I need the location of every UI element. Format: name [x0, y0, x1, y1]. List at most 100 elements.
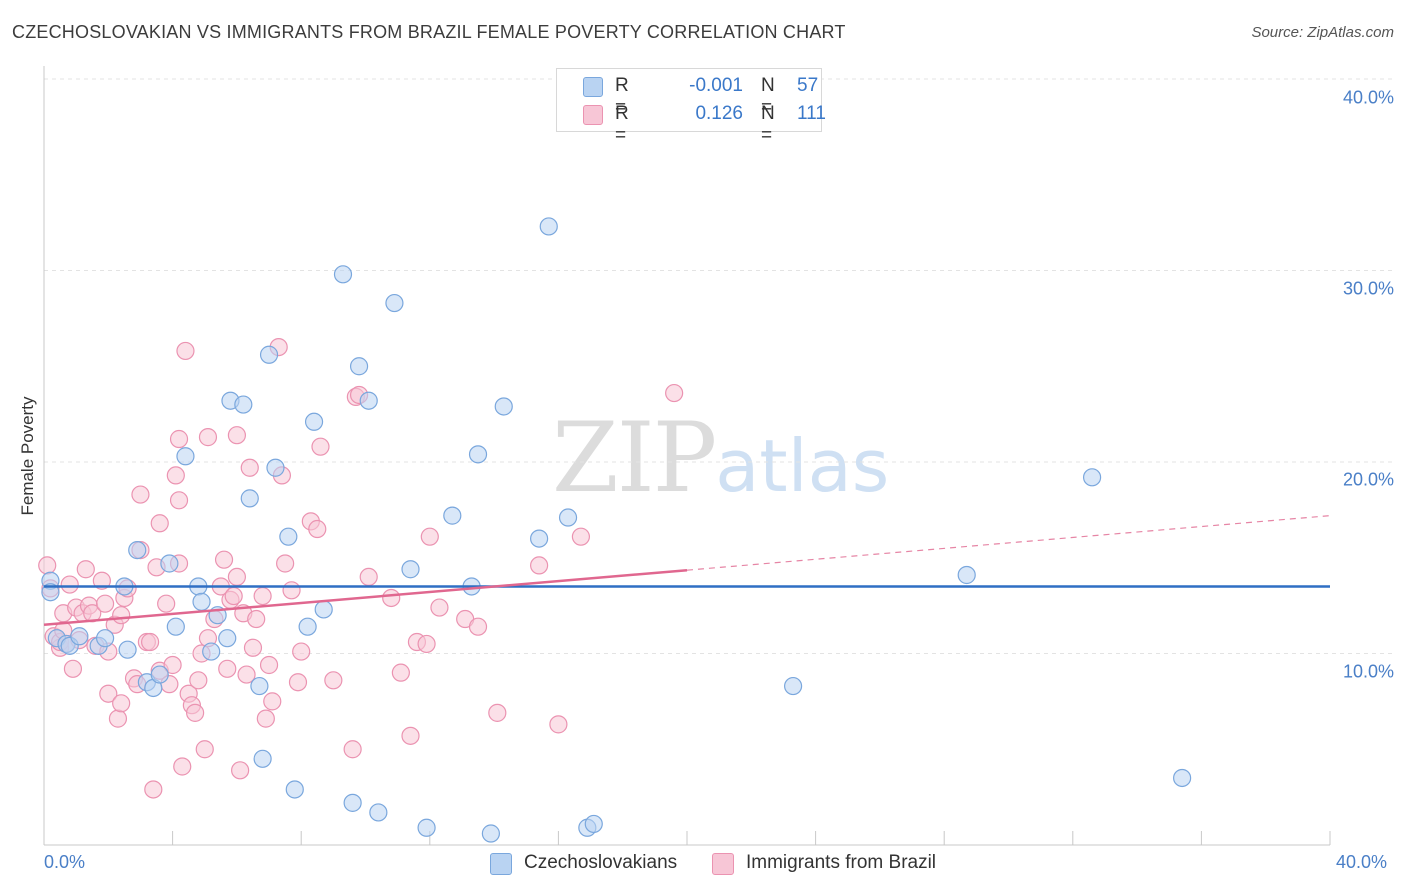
czech-point — [443, 506, 462, 525]
brazil-swatch — [583, 105, 603, 125]
czech-legend-swatch — [490, 853, 512, 875]
czech-point — [385, 293, 404, 313]
brazil-point — [292, 642, 311, 661]
brazil-legend-swatch — [712, 853, 734, 875]
brazil-point — [237, 665, 256, 684]
y-tick-label: 30.0% — [1342, 278, 1394, 299]
brazil-point — [214, 550, 234, 569]
brazil-point — [382, 588, 401, 608]
legend-r-label: R = — [615, 75, 629, 118]
chart-title: CZECHOSLOVAKIAN VS IMMIGRANTS FROM BRAZI… — [12, 22, 846, 42]
brazil-point — [99, 684, 118, 703]
czech-point — [530, 529, 549, 548]
trend-layer — [43, 515, 1331, 627]
czech-point — [240, 489, 259, 508]
watermark-atlas: atlas — [715, 424, 890, 508]
brazil-point — [176, 341, 195, 361]
brazil-point — [359, 567, 378, 587]
czech-point — [349, 357, 369, 376]
brazil-point — [224, 586, 243, 606]
czech-point — [369, 803, 388, 822]
brazil-point — [282, 581, 301, 600]
czech-points — [41, 217, 1192, 843]
axis-layer — [43, 66, 1331, 846]
brazil-trendline-dashed — [686, 515, 1331, 571]
brazil-point — [150, 514, 169, 533]
brazil-point — [571, 527, 591, 546]
brazil-point — [324, 671, 343, 690]
brazil-point — [227, 426, 246, 445]
brazil-point — [243, 638, 263, 657]
brazil-point — [256, 709, 275, 728]
watermark-zip: ZIP — [552, 402, 717, 514]
brazil-point — [157, 594, 176, 613]
brazil-point — [195, 740, 214, 759]
grid-layer — [44, 78, 1394, 654]
czech-point — [468, 445, 488, 464]
brazil-point — [247, 609, 266, 629]
czech-point — [70, 627, 89, 646]
brazil-point — [166, 466, 185, 485]
czech-point — [192, 592, 211, 611]
brazil-point — [198, 428, 218, 447]
czech-point — [95, 629, 115, 648]
brazil-point — [549, 715, 568, 734]
czech-point — [266, 458, 285, 477]
series-legend: Czechoslovakians Immigrants from Brazil — [0, 852, 1406, 878]
y-tick-label: 10.0% — [1342, 661, 1394, 682]
czech-point — [539, 217, 558, 236]
legend-n-label: N = — [761, 103, 775, 146]
brazil-point — [186, 703, 205, 722]
brazil-point — [227, 567, 246, 587]
brazil-point — [253, 586, 272, 606]
czech-point — [150, 665, 169, 684]
czech-point — [359, 391, 378, 410]
brazil-point — [417, 634, 436, 654]
brazil-point — [144, 780, 163, 799]
czech-point — [558, 508, 578, 527]
brazil-point — [140, 632, 160, 652]
czech-point — [176, 447, 195, 466]
brazil-point — [665, 383, 684, 403]
brazil-trendline-solid — [43, 568, 688, 627]
chart-source: Source: ZipAtlas.com — [1251, 24, 1394, 41]
brazil-point — [308, 519, 327, 539]
czech-point — [128, 540, 147, 560]
czech-point — [250, 676, 269, 696]
legend-label: Czechoslovakians — [524, 852, 678, 873]
brazil-point — [60, 575, 79, 594]
czech-point — [259, 345, 279, 364]
czech-point — [41, 583, 60, 602]
brazil-point — [95, 594, 115, 613]
czech-point — [333, 265, 353, 284]
y-tick-label: 20.0% — [1342, 469, 1394, 490]
brazil-point — [108, 709, 128, 728]
brazil-point — [189, 671, 208, 690]
czech-point — [298, 617, 317, 636]
czech-point — [118, 640, 137, 659]
legend-r-value: -0.001 — [689, 75, 743, 96]
brazil-point — [420, 527, 439, 546]
brazil-points — [38, 338, 684, 799]
legend-n-value: 111 — [797, 103, 826, 124]
czech-point — [584, 814, 603, 834]
brazil-point — [240, 458, 259, 477]
brazil-point — [276, 554, 295, 573]
brazil-point — [112, 694, 131, 713]
brazil-point — [259, 655, 279, 675]
brazil-point — [468, 617, 488, 636]
czech-point — [218, 629, 237, 648]
watermark: ZIPatlas — [552, 402, 889, 514]
brazil-point — [218, 659, 237, 678]
czech-point — [202, 642, 221, 661]
brazil-point — [430, 598, 449, 617]
legend-n-value: 57 — [797, 75, 819, 96]
czech-point — [401, 560, 420, 579]
brazil-point — [231, 761, 250, 780]
legend-n-label: N = — [761, 75, 775, 118]
czech-point — [957, 565, 976, 585]
brazil-point — [169, 491, 189, 510]
legend-r-label: R = — [615, 103, 629, 146]
x-tick-label-min: 0.0% — [44, 852, 86, 872]
czech-point — [279, 527, 298, 546]
